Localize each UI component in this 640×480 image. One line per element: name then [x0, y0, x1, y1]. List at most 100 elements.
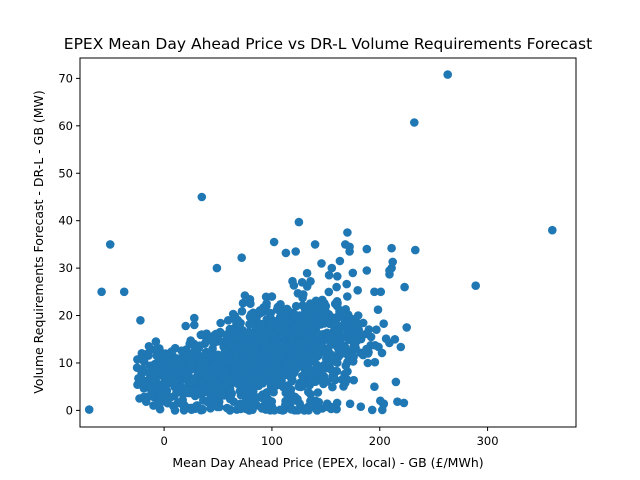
- data-point: [323, 377, 332, 386]
- data-point: [308, 306, 318, 316]
- data-point: [267, 318, 276, 328]
- data-point: [152, 400, 161, 410]
- data-point: [343, 228, 352, 237]
- data-point: [326, 340, 336, 349]
- data-point: [377, 348, 387, 358]
- data-point: [304, 387, 313, 397]
- data-point: [181, 384, 190, 394]
- data-point: [197, 377, 207, 387]
- data-point: [271, 360, 281, 369]
- data-point: [136, 316, 145, 325]
- data-point: [225, 405, 235, 414]
- data-point: [280, 328, 289, 338]
- data-point: [324, 270, 334, 280]
- chart-title: EPEX Mean Day Ahead Price vs DR-L Volume…: [64, 35, 592, 53]
- data-points: [84, 70, 557, 415]
- y-tick-label: 0: [66, 403, 73, 417]
- data-point: [286, 385, 296, 395]
- data-point: [272, 371, 281, 381]
- data-point: [378, 405, 387, 415]
- data-point: [257, 319, 266, 329]
- data-point: [211, 385, 220, 395]
- data-point: [299, 360, 309, 370]
- data-point: [387, 243, 396, 253]
- data-point: [84, 405, 94, 414]
- data-point: [197, 192, 207, 202]
- data-point: [366, 332, 376, 342]
- data-point: [288, 276, 297, 286]
- data-point: [353, 286, 363, 295]
- data-point: [324, 287, 334, 297]
- data-point: [342, 279, 352, 289]
- data-point: [396, 342, 406, 352]
- data-point: [289, 322, 298, 332]
- data-point: [294, 217, 304, 227]
- data-point: [287, 405, 296, 414]
- data-point: [200, 365, 209, 375]
- data-point: [291, 301, 301, 311]
- data-point: [317, 259, 326, 268]
- data-point: [203, 397, 212, 407]
- data-point: [241, 389, 251, 399]
- data-point: [144, 342, 154, 351]
- data-point: [302, 368, 312, 378]
- data-point: [260, 371, 270, 380]
- data-point: [196, 386, 205, 396]
- data-point: [245, 312, 255, 322]
- data-point: [189, 340, 198, 350]
- data-point: [282, 344, 291, 354]
- data-point: [285, 356, 294, 366]
- y-axis-ticks: 0 10 20 30 40 50 60 70: [58, 71, 80, 417]
- data-point: [284, 306, 293, 316]
- data-point: [218, 355, 228, 364]
- data-point: [225, 374, 234, 384]
- data-point: [376, 396, 385, 406]
- data-point: [376, 287, 386, 297]
- data-point: [333, 358, 342, 368]
- data-point: [388, 257, 398, 267]
- data-point: [250, 396, 259, 405]
- data-point: [119, 287, 129, 297]
- data-point: [410, 118, 419, 127]
- data-point: [246, 378, 255, 388]
- data-point: [326, 404, 336, 414]
- data-point: [288, 335, 298, 344]
- data-point: [207, 335, 216, 344]
- data-point: [143, 349, 153, 358]
- y-tick-label: 20: [58, 309, 73, 323]
- data-point: [333, 272, 342, 281]
- data-point: [190, 320, 199, 330]
- data-point: [200, 357, 209, 367]
- data-point: [353, 311, 363, 320]
- data-point: [208, 344, 217, 354]
- data-point: [216, 318, 225, 328]
- x-tick-label: 100: [261, 434, 283, 448]
- data-point: [363, 358, 373, 368]
- data-point: [189, 386, 199, 396]
- data-point: [235, 320, 244, 330]
- data-point: [147, 364, 157, 373]
- data-point: [173, 354, 182, 363]
- x-tick-label: 300: [477, 434, 499, 448]
- data-point: [158, 350, 167, 360]
- data-point: [222, 330, 231, 339]
- data-point: [313, 388, 323, 397]
- data-point: [370, 357, 380, 367]
- data-point: [313, 363, 322, 373]
- data-point: [267, 292, 277, 301]
- data-point: [341, 361, 351, 371]
- data-point: [260, 338, 270, 348]
- data-point: [343, 292, 352, 301]
- data-point: [187, 359, 196, 369]
- data-point: [385, 266, 394, 275]
- data-point: [190, 313, 199, 323]
- data-point: [310, 240, 320, 249]
- data-point: [335, 256, 345, 266]
- data-point: [332, 282, 341, 292]
- data-point: [367, 405, 377, 415]
- data-point: [321, 301, 331, 311]
- data-point: [179, 402, 189, 411]
- data-point: [233, 379, 242, 389]
- data-point: [141, 397, 151, 407]
- data-point: [290, 310, 300, 319]
